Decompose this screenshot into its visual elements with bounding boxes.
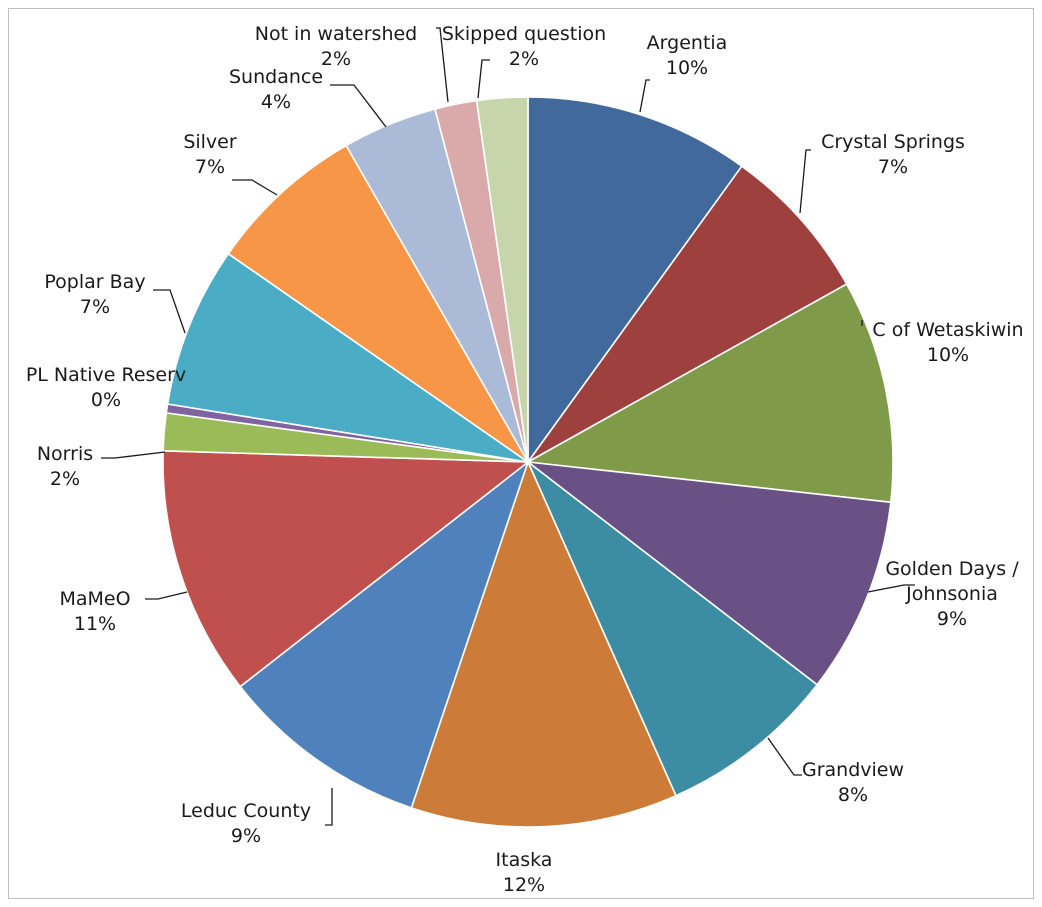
- leader-line-leduc-county: [325, 788, 333, 826]
- pie-slice-silver: [227, 144, 529, 463]
- pie-slice-leduc-county: [239, 461, 529, 809]
- data-label-mameo: MaMeO 11%: [59, 588, 130, 635]
- data-label-silver: Silver 7%: [183, 131, 237, 178]
- leader-line-crystal-springs: [799, 149, 811, 214]
- leader-line-grandview: [767, 737, 802, 776]
- pie-slice-poplar-bay: [166, 252, 529, 463]
- pie-slice-golden-days-johnsonia: [527, 461, 892, 686]
- pie-slice-argentia: [527, 96, 743, 463]
- data-label-not-in-watershed: Not in watershed 2%: [255, 23, 418, 70]
- leader-line-not-in-watershed: [436, 27, 449, 103]
- data-label-norris: Norris 2%: [37, 443, 93, 490]
- data-label-sundance: Sundance 4%: [229, 66, 323, 113]
- leader-lines: [101, 27, 915, 826]
- pie-slice-mameo: [162, 450, 529, 688]
- leader-line-norris: [101, 451, 166, 459]
- pie-slice-itaska: [410, 461, 677, 828]
- leader-line-poplar-bay: [153, 289, 186, 334]
- pie-slices: [162, 96, 894, 828]
- data-label-poplar-bay: Poplar Bay 7%: [44, 271, 145, 318]
- leader-line-skipped-question: [477, 59, 490, 99]
- data-label-crystal-springs: Crystal Springs 7%: [821, 131, 965, 178]
- leader-line-argentia: [639, 79, 650, 113]
- leader-line-silver: [232, 179, 278, 196]
- data-label-argentia: Argentia 10%: [647, 32, 728, 79]
- data-labels: Argentia 10% Crystal Springs 7% C of Wetaski…: [26, 23, 1024, 896]
- data-label-grandview: Grandview 8%: [802, 759, 904, 806]
- pie-slice-crystal-springs: [527, 165, 848, 463]
- data-label-pl-native-reserv: PL Native Reserv 0%: [26, 364, 186, 411]
- leader-line-golden-days-johnsonia: [867, 584, 915, 593]
- leader-line-sundance: [330, 84, 387, 128]
- leader-line-mameo: [145, 591, 188, 600]
- data-label-skipped-question: Skipped question 2%: [442, 23, 606, 70]
- pie-slice-skipped-question: [475, 96, 529, 463]
- data-label-c-of-wetaskiwin: C of Wetaskiwin 10%: [872, 319, 1023, 366]
- data-label-golden-days-johnsonia: Golden Days / Johnsonia 9%: [885, 558, 1019, 630]
- data-label-itaska: Itaska 12%: [496, 849, 553, 896]
- data-label-leduc-county: Leduc County 9%: [181, 800, 311, 847]
- pie-slice-grandview: [527, 461, 818, 797]
- pie-slice-c-of-wetaskiwin: [527, 283, 894, 504]
